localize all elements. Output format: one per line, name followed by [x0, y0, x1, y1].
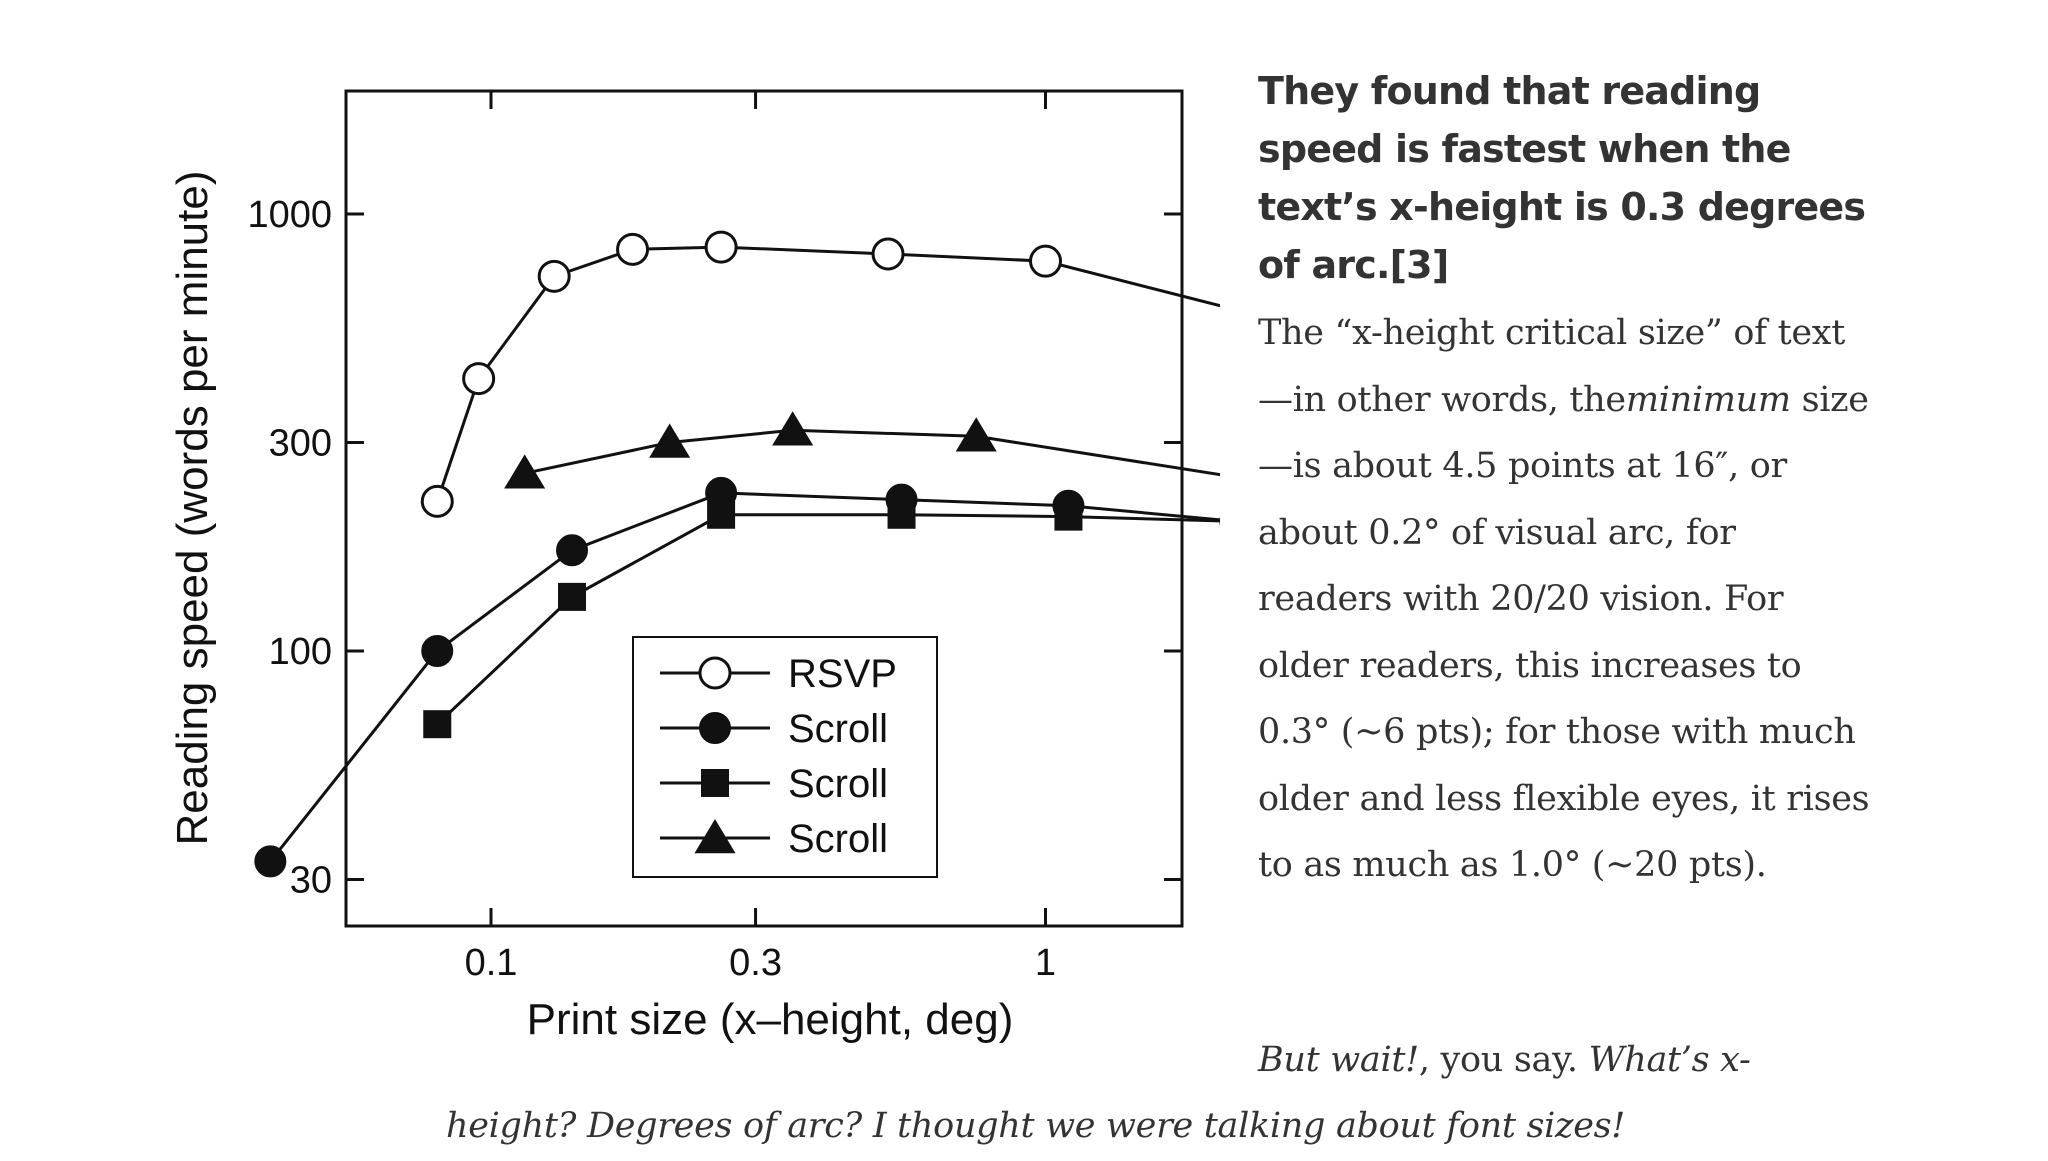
- legend-marker: [701, 769, 729, 797]
- legend-marker: [698, 656, 732, 690]
- x-tick-labels: 0.10.31310: [465, 942, 1056, 984]
- data-point-rsvp-open-circle: [1029, 244, 1062, 278]
- legend-marker: [694, 819, 736, 854]
- series-scroll-square: [423, 500, 1220, 739]
- article-column: They found that reading speed is fastest…: [1258, 62, 1878, 899]
- tail-line-1: But wait!, you say. What’s x-: [1258, 1030, 1751, 1090]
- y-axis-label: Reading speed (words per minute): [168, 170, 217, 845]
- tail-line-2: height? Degrees of arc? I thought we wer…: [446, 1106, 1626, 1146]
- series-scroll-triangle: [504, 411, 1220, 489]
- series-line-rsvp-open-circle: [435, 245, 1220, 502]
- legend-item-scroll-triangle: Scroll: [660, 817, 888, 861]
- x-tick-label: 1: [1035, 942, 1056, 984]
- series-layer: [254, 230, 1220, 878]
- data-point-scroll-circle: [556, 534, 589, 567]
- body-paragraph: The “x-height critical size” of text—in …: [1258, 300, 1878, 899]
- x-axis-label: Print size (x–height, deg): [527, 995, 1014, 1044]
- data-point-scroll-square: [1054, 502, 1083, 531]
- data-point-scroll-square: [887, 500, 916, 529]
- data-point-scroll-triangle: [772, 411, 814, 446]
- data-point-rsvp-open-circle: [871, 237, 905, 271]
- legend-marker: [699, 712, 731, 744]
- legend-label: Scroll: [788, 817, 888, 861]
- x-tick-label: 0.1: [465, 942, 518, 984]
- data-point-rsvp-open-circle: [420, 484, 454, 518]
- data-point-scroll-triangle: [649, 423, 691, 458]
- series-rsvp-open-circle: [420, 230, 1220, 518]
- data-point-rsvp-open-circle: [704, 230, 738, 264]
- para-emphasis: minimum: [1625, 379, 1791, 420]
- plot-frame: [344, 89, 1184, 928]
- series-line-scroll-square: [436, 513, 1220, 726]
- section-heading: They found that reading speed is fastest…: [1258, 69, 1866, 287]
- data-point-scroll-triangle: [955, 417, 997, 452]
- series-line-scroll-circle: [269, 491, 1220, 863]
- legend-item-scroll-square: Scroll: [660, 762, 888, 806]
- legend-item-rsvp-open-circle: RSVP: [660, 652, 897, 696]
- y-tick-label: 300: [269, 422, 332, 464]
- y-tick-label: 30: [290, 859, 332, 901]
- y-tick-label: 100: [269, 631, 332, 673]
- tail-emphasis-1: But wait!: [1258, 1040, 1419, 1080]
- legend: RSVP Scroll Scroll Scroll: [632, 636, 938, 878]
- legend-label: RSVP: [788, 652, 897, 696]
- legend-label: Scroll: [788, 762, 888, 806]
- data-point-scroll-square: [558, 582, 587, 611]
- data-point-scroll-square: [423, 710, 452, 739]
- y-tick-labels: 30 100 300 1000: [247, 194, 332, 901]
- series-line-scroll-triangle: [524, 428, 1220, 477]
- data-point-rsvp-open-circle: [462, 362, 496, 396]
- para-text-1: The “x-height critical size” of text—in …: [1258, 313, 1845, 420]
- legend-label: Scroll: [788, 707, 888, 751]
- series-scroll-circle: [254, 476, 1220, 878]
- legend-item-scroll-circle: Scroll: [660, 707, 888, 751]
- tail-emphasis-2: What’s x-: [1588, 1040, 1751, 1080]
- para-text-2: size—is about 4.5 points at 16″, or abou…: [1258, 379, 1870, 886]
- data-point-rsvp-open-circle: [537, 259, 571, 293]
- data-point-scroll-triangle: [504, 454, 546, 489]
- x-tick-label: 0.3: [729, 942, 782, 984]
- axis-ticks: [346, 91, 1182, 926]
- y-tick-label: 1000: [247, 194, 332, 236]
- tail-middle: , you say.: [1418, 1040, 1589, 1080]
- data-point-scroll-circle: [421, 635, 454, 667]
- data-point-rsvp-open-circle: [616, 232, 650, 266]
- data-point-scroll-square: [707, 500, 736, 529]
- data-point-scroll-circle: [254, 845, 287, 878]
